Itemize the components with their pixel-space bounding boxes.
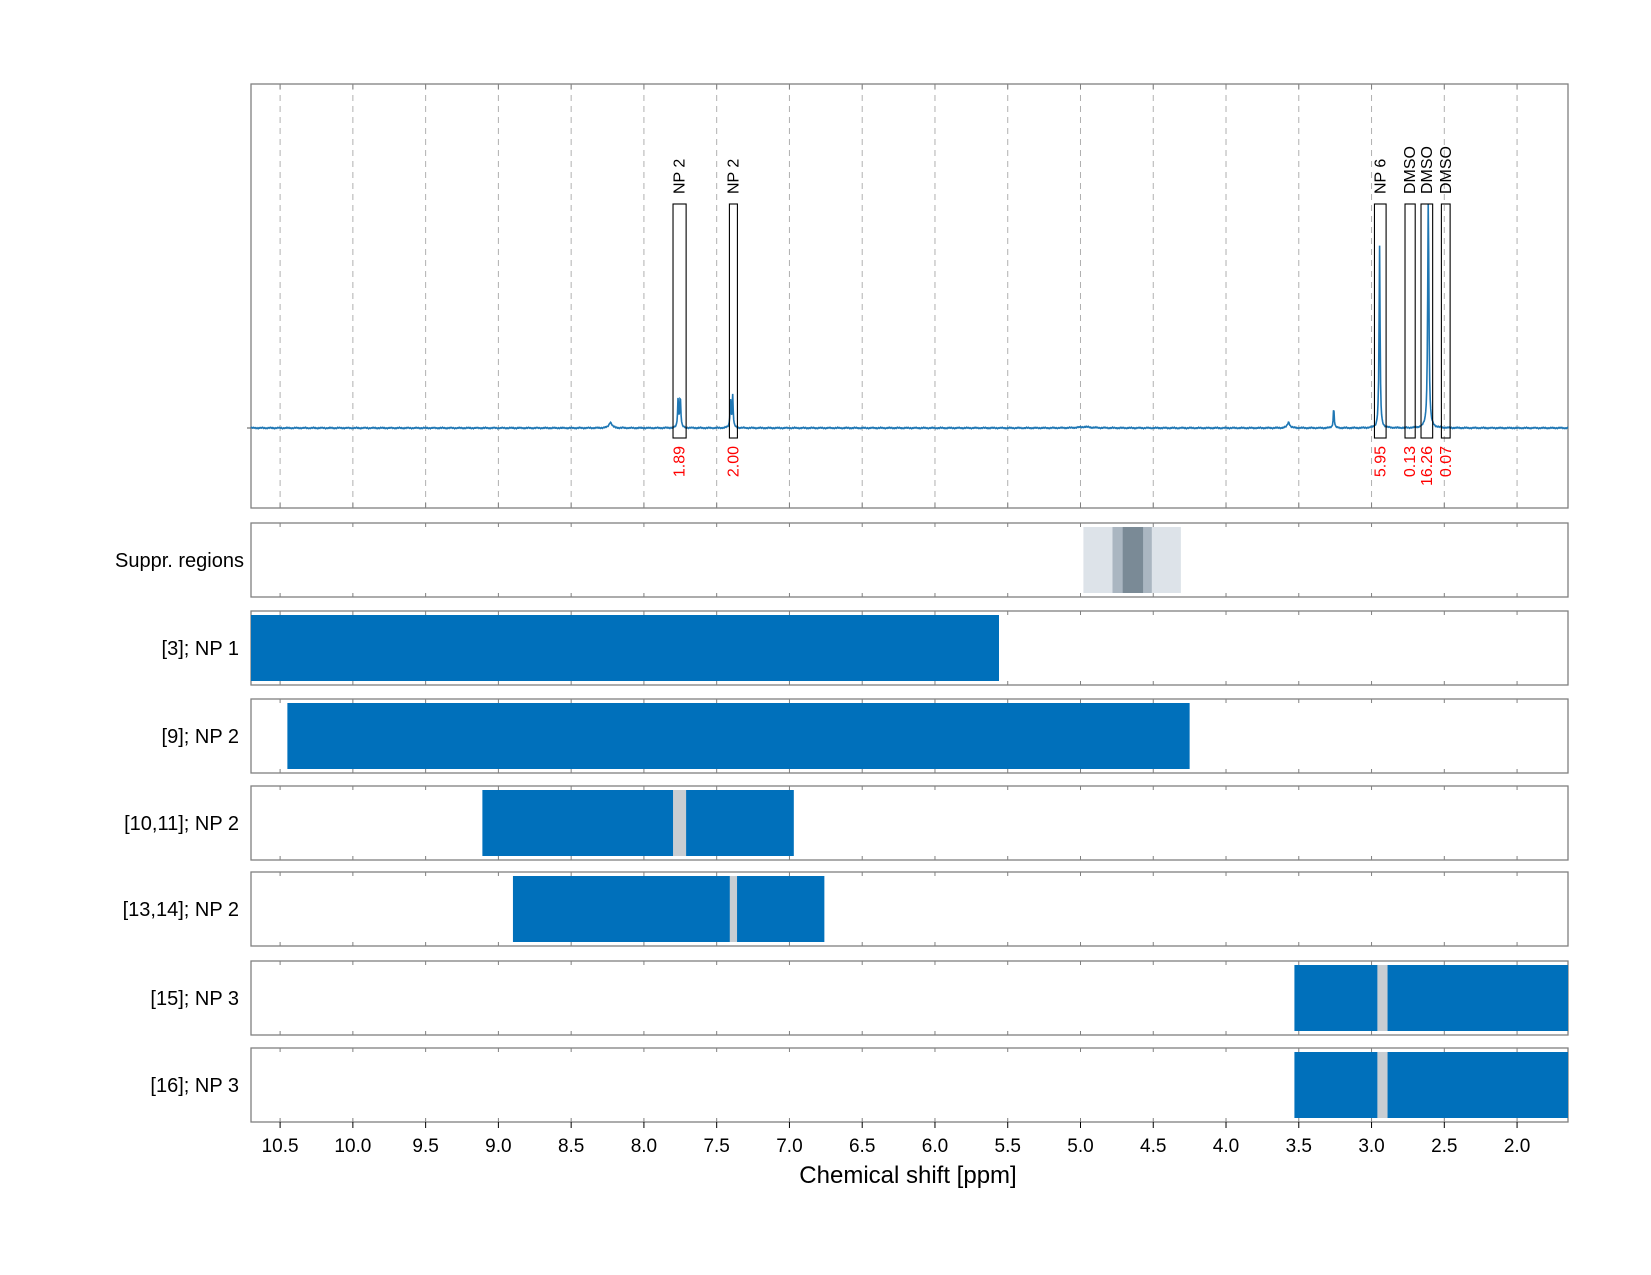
range-bar (482, 790, 794, 856)
x-tick-label: 6.0 (922, 1136, 948, 1157)
range-row: [10,11]; NP 2 (124, 785, 1569, 861)
range-panels: [3]; NP 1 [9]; NP 2 [10,11]; NP 2 [13,14]; … (123, 610, 1569, 1123)
range-gap (673, 790, 687, 856)
annotation-box (1420, 203, 1434, 439)
x-axis: 10.5 10.0 9.5 9.0 8.5 8.0 7.5 7.0 6.5 6.0 5.5 5.0 4.… (262, 1122, 1530, 1157)
x-tick-label: 8.5 (558, 1136, 584, 1157)
x-tick-label: 4.5 (1140, 1136, 1166, 1157)
spectrum-frame (250, 83, 1569, 509)
x-tick-label: 10.0 (334, 1136, 371, 1157)
x-tick-label: 6.5 (849, 1136, 875, 1157)
range-gap (729, 876, 738, 942)
annotation-box (1373, 203, 1387, 439)
annotation-label: NP 2 (725, 159, 742, 194)
spectrum-panel: NP 2 1.89 NP 2 2.00 NP 6 5.95 DMSO 0.13 DMSO 16.2… (247, 83, 1569, 509)
x-tick-label: 3.0 (1358, 1136, 1384, 1157)
annotation-label: DMSO (1419, 146, 1436, 194)
x-tick-label: 9.0 (485, 1136, 511, 1157)
range-bar (512, 876, 825, 942)
range-gap (1377, 965, 1388, 1031)
annotation-label: DMSO (1438, 146, 1455, 194)
integral-label: 2.00 (725, 446, 742, 477)
x-tick-label: 5.0 (1067, 1136, 1093, 1157)
range-row: [9]; NP 2 (162, 698, 1569, 774)
range-frame (250, 871, 1569, 947)
x-tick-label: 7.5 (703, 1136, 729, 1157)
range-label: [15]; NP 3 (150, 988, 239, 1010)
x-tick-label: 5.5 (995, 1136, 1021, 1157)
integral-label: 0.07 (1438, 446, 1455, 477)
range-label: [9]; NP 2 (162, 726, 239, 748)
range-gap (1377, 1052, 1388, 1118)
suppression-label: Suppr. regions (115, 550, 244, 572)
range-row: [16]; NP 3 (150, 1047, 1569, 1123)
x-tick-label: 10.5 (262, 1136, 299, 1157)
range-row: [13,14]; NP 2 (123, 871, 1569, 947)
x-tick-label: 2.0 (1504, 1136, 1530, 1157)
range-label: [13,14]; NP 2 (123, 899, 239, 921)
spectrum-line (250, 203, 1569, 430)
x-tick-label: 4.0 (1213, 1136, 1239, 1157)
range-bar (251, 615, 999, 681)
x-tick-label: 8.0 (631, 1136, 657, 1157)
x-tick-label: 9.5 (412, 1136, 438, 1157)
x-tick-label: 7.0 (776, 1136, 802, 1157)
annotation-label: NP 6 (1372, 159, 1389, 194)
annotation-box (728, 203, 738, 439)
range-bar (1294, 965, 1568, 1031)
x-tick-label: 3.5 (1286, 1136, 1312, 1157)
integral-label: 5.95 (1372, 446, 1389, 477)
range-frame (250, 785, 1569, 861)
range-label: [3]; NP 1 (162, 638, 239, 660)
annotation-box (1404, 203, 1416, 439)
annotation-box (672, 203, 687, 439)
annotation-label: DMSO (1402, 146, 1419, 194)
range-bar (287, 703, 1190, 769)
range-label: [16]; NP 3 (150, 1075, 239, 1097)
x-tick-label: 2.5 (1431, 1136, 1457, 1157)
range-bar (1294, 1052, 1568, 1118)
suppression-frame (250, 522, 1569, 598)
suppression-panel: Suppr. regions (115, 522, 1569, 598)
annotation-box (1440, 203, 1451, 439)
x-axis-title: Chemical shift [ppm] (799, 1162, 1016, 1189)
integral-label: 16.26 (1419, 446, 1436, 486)
annotation-label: NP 2 (672, 159, 689, 194)
range-row: [3]; NP 1 (162, 610, 1569, 686)
range-label: [10,11]; NP 2 (124, 813, 239, 835)
integral-label: 1.89 (672, 446, 689, 477)
integral-label: 0.13 (1402, 446, 1419, 477)
range-row: [15]; NP 3 (150, 960, 1569, 1036)
suppression-region (1122, 527, 1144, 593)
